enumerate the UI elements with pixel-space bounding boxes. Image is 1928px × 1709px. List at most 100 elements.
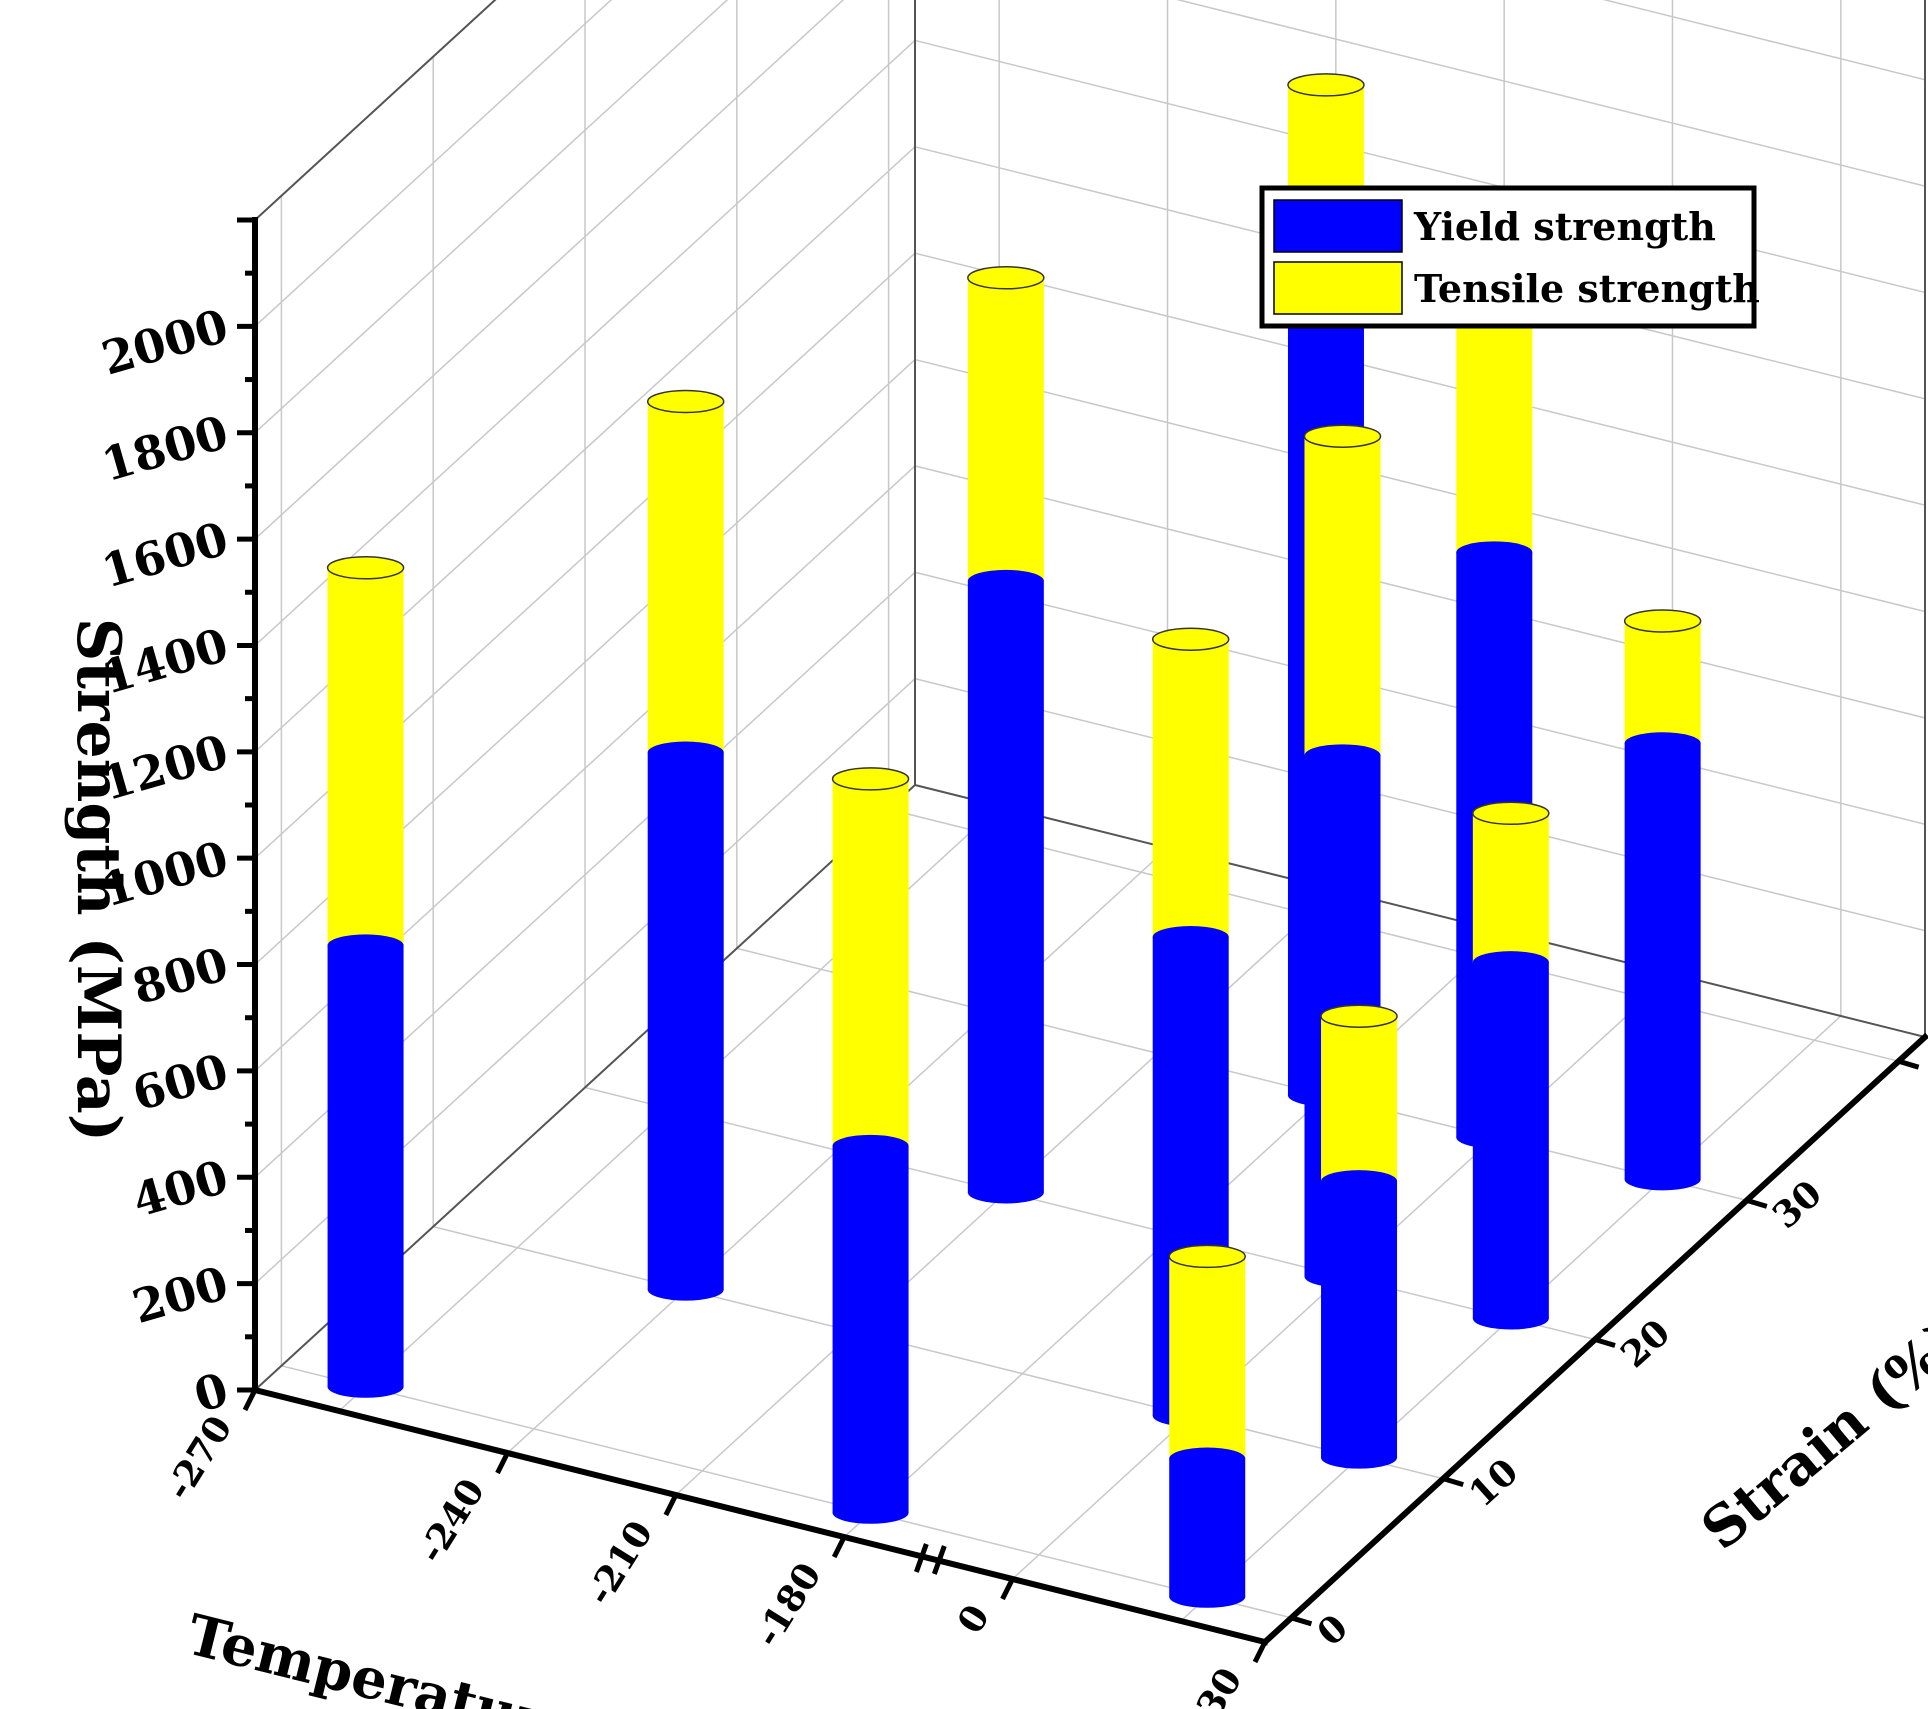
yield-bar-base [647, 1278, 724, 1301]
y-gridline-floor [584, 1086, 1596, 1341]
tensile-bar-body [1472, 813, 1549, 963]
yield-bar-base [327, 1375, 404, 1398]
x-tick [495, 1451, 510, 1475]
yield-bar-base [1624, 1168, 1701, 1191]
yield-bar-body [832, 1145, 909, 1513]
bar-group [646, 389, 725, 1301]
yield-bar-body [327, 945, 404, 1387]
x-tick [242, 1388, 258, 1412]
x-tick [663, 1493, 679, 1517]
yield-bar-body [647, 752, 724, 1290]
y-tick-label: 10 [1461, 1451, 1526, 1516]
tensile-bar-body [1624, 620, 1701, 744]
tensile-bar-body [647, 401, 724, 753]
z-gridline-back [914, 677, 1926, 932]
z-gridline-back [914, 358, 1926, 613]
bar-group [1320, 1004, 1398, 1469]
chart-axes [237, 217, 1928, 1664]
yield-bar-cap [1152, 926, 1229, 949]
tensile-bar-body [1304, 436, 1381, 756]
tensile-bar-cap [831, 767, 910, 791]
bar-group [831, 767, 910, 1524]
z-tick-label: 400 [127, 1149, 234, 1227]
z-gridline-back [914, 465, 1926, 719]
tensile-bar-cap [1623, 609, 1702, 633]
legend-label: Tensile strength [1414, 266, 1760, 311]
tensile-bar-cap [1472, 801, 1550, 826]
z-gridline-back [914, 39, 1926, 294]
tensile-bar-cap [326, 556, 405, 580]
legend-swatch [1273, 199, 1403, 253]
box-edge [914, 784, 1926, 1038]
bar-group [1623, 609, 1702, 1191]
bar-group [1472, 801, 1550, 1330]
x-tick [1000, 1577, 1015, 1601]
chart-bars [326, 73, 1702, 1608]
tensile-bar-body [1169, 1256, 1246, 1459]
x-tick-label: 30 [1188, 1661, 1250, 1709]
yield-bar-cap [1169, 1447, 1246, 1470]
tensile-bar-cap [646, 389, 725, 414]
tensile-bar-cap [1168, 1244, 1246, 1269]
y-axis-title: Strain (%) [1689, 1307, 1928, 1563]
y-gridline-floor [433, 1225, 1444, 1480]
x-tick-label: 0 [949, 1598, 998, 1642]
x-axis-line [251, 1386, 1269, 1646]
y-tick [1746, 1197, 1768, 1209]
legend-swatch [1273, 261, 1403, 315]
x-tick-label: -210 [578, 1514, 661, 1613]
yield-bar-body [1321, 1181, 1398, 1458]
yield-bar-base [832, 1501, 909, 1524]
y-tick [1290, 1615, 1313, 1627]
box-edge [254, 0, 497, 221]
chart-legend: Yield strength Tensile strength [1259, 185, 1760, 329]
x-axis-title: Temperature(°C) [180, 1602, 708, 1709]
tensile-bar-body [1321, 1016, 1398, 1182]
yield-bar-cap [1472, 951, 1549, 974]
tensile-bar-cap [1151, 627, 1230, 651]
x-tick [831, 1535, 847, 1559]
tensile-bar-body [967, 277, 1044, 581]
y-tick-label: 40 [1917, 1033, 1928, 1098]
tensile-bar-cap [967, 266, 1045, 290]
yield-bar-base [967, 1181, 1044, 1204]
yield-bar-body [967, 580, 1044, 1193]
x-tick-label: -180 [746, 1556, 829, 1655]
y-tick-label: 0 [1309, 1607, 1356, 1655]
yield-bar-body [1169, 1458, 1246, 1597]
z-gridline-back [1176, 0, 1926, 187]
x-tick-label: -240 [410, 1472, 493, 1571]
axis-break-mark [931, 1545, 947, 1575]
y-tick-label: 30 [1765, 1172, 1830, 1237]
z-tick-label: 1600 [96, 511, 234, 598]
x-tick [1252, 1640, 1268, 1664]
yield-bar-cap [647, 741, 724, 764]
yield-bar-cap [1304, 744, 1381, 767]
y-gridline-floor [888, 808, 1899, 1062]
z-tick-label: 2000 [96, 298, 234, 385]
tensile-bar-cap [1303, 424, 1382, 448]
z-gridline-back [914, 252, 1926, 506]
tensile-bar-cap [1320, 1004, 1398, 1028]
yield-bar-cap [1321, 1170, 1398, 1193]
yield-bar-cap [327, 934, 404, 957]
yield-bar-base [1472, 1307, 1549, 1330]
tensile-bar-cap [1287, 73, 1365, 97]
legend-label: Yield strength [1413, 204, 1716, 249]
z-axis-title: Strength (MPa) [63, 618, 133, 1142]
yield-bar-cap [832, 1134, 909, 1157]
yield-bar-cap [967, 569, 1044, 592]
bar-group [1168, 1244, 1246, 1608]
y-tick [1442, 1476, 1464, 1488]
z-tick-label: 200 [127, 1256, 234, 1334]
z-gridline-back [1602, 0, 1926, 81]
z-gridline-back [914, 571, 1926, 826]
yield-bar-body [1472, 962, 1549, 1319]
yield-bar-cap [1456, 541, 1533, 564]
z-tick-label: 600 [127, 1043, 234, 1121]
bar-group [326, 556, 405, 1398]
axis-break-mark [913, 1543, 929, 1573]
y-tick [1594, 1337, 1616, 1348]
z-tick-label: 800 [127, 937, 234, 1015]
